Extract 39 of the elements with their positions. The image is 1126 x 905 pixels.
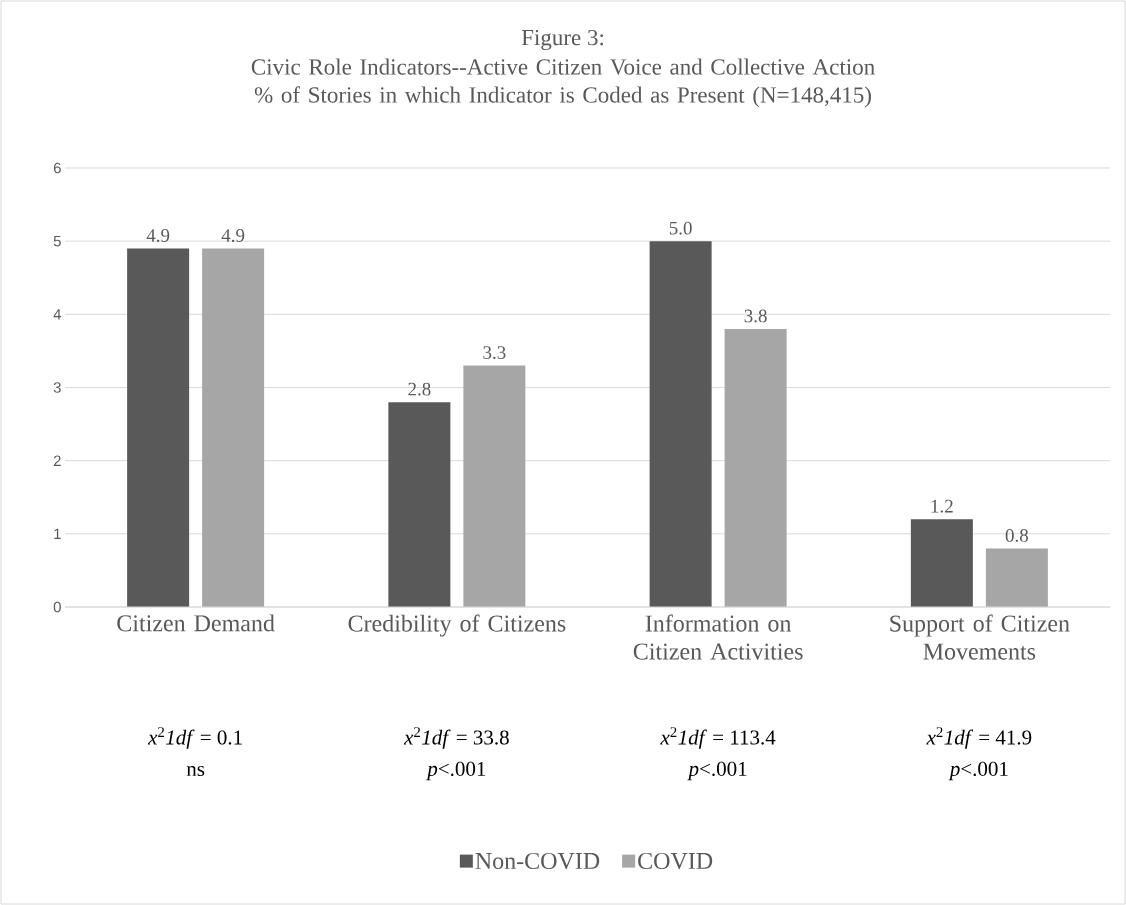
y-tick-label: 2	[53, 455, 61, 466]
data-label: 4.9	[146, 229, 170, 242]
data-label: 1.2	[931, 499, 953, 513]
bar	[910, 519, 973, 607]
text: x$^{2}$1df = 0.1	[147, 727, 242, 749]
data-label: 5.0	[669, 221, 692, 235]
chart-title: Figure 3:	[521, 29, 603, 51]
y-tick-label: 0	[53, 601, 61, 613]
text: ns	[186, 765, 205, 777]
y-tick-label: 5	[53, 235, 61, 247]
data-label: 2.8	[408, 382, 431, 396]
data-label: 3.8	[744, 309, 767, 323]
text: x$^{2}$1df = 33.8	[403, 727, 509, 749]
x-tick-label: Citizen Demand	[117, 614, 275, 632]
y-tick-label: 3	[53, 382, 61, 393]
bar	[463, 365, 526, 607]
legend-label: COVID	[638, 852, 713, 870]
legend-label: Non-COVID	[475, 852, 600, 870]
bar	[202, 248, 265, 607]
y-tick-label: 4	[53, 309, 62, 320]
x-tick-label: Information on Citizen Activities	[633, 614, 803, 660]
bar	[127, 248, 190, 607]
text: p<.001	[426, 761, 486, 781]
y-tick-label: 6	[53, 162, 61, 174]
data-label: 4.9	[221, 229, 245, 242]
text: x$^{2}$1df = 41.9	[926, 727, 1032, 749]
text: p<.001	[687, 761, 747, 781]
text: p<.001	[948, 761, 1008, 781]
y-tick-label: 1	[54, 528, 61, 539]
bar	[985, 548, 1048, 607]
text: x$^{2}$1df = 113.4	[660, 727, 776, 749]
bar	[388, 402, 451, 607]
chart-subtitle: Civic Role Indicators--Active Citizen Voice and Collective Action % of Stories in which Indicator is Coded as Present (N=148,415)	[251, 58, 875, 108]
bar	[724, 328, 787, 607]
data-label: 3.3	[483, 346, 506, 360]
x-tick-label: Credibility of Citizens	[348, 614, 566, 637]
bar	[649, 241, 712, 607]
x-tick-label: Support of Citizen Movements	[890, 614, 1070, 660]
data-label: 0.8	[1005, 529, 1029, 542]
